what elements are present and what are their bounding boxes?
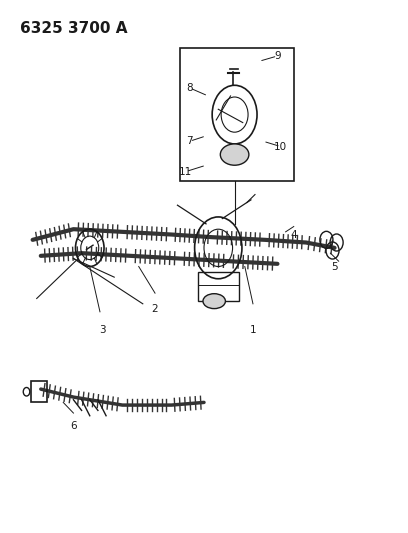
Bar [198, 272, 239, 301]
Bar [31, 381, 47, 402]
Text: 2: 2 [152, 304, 158, 314]
Text: 11: 11 [179, 167, 192, 176]
Ellipse shape [203, 294, 226, 309]
Text: 1: 1 [250, 326, 256, 335]
Text: 6: 6 [70, 422, 77, 431]
Text: 3: 3 [99, 326, 105, 335]
Text: 6325 3700 A: 6325 3700 A [20, 21, 128, 36]
Text: 10: 10 [274, 142, 287, 151]
Text: 8: 8 [186, 83, 193, 93]
Ellipse shape [220, 144, 249, 165]
Text: 9: 9 [274, 51, 281, 61]
Text: 7: 7 [186, 136, 193, 146]
Text: 5: 5 [331, 262, 338, 271]
Bar [180, 48, 294, 181]
Text: 4: 4 [290, 230, 297, 239]
